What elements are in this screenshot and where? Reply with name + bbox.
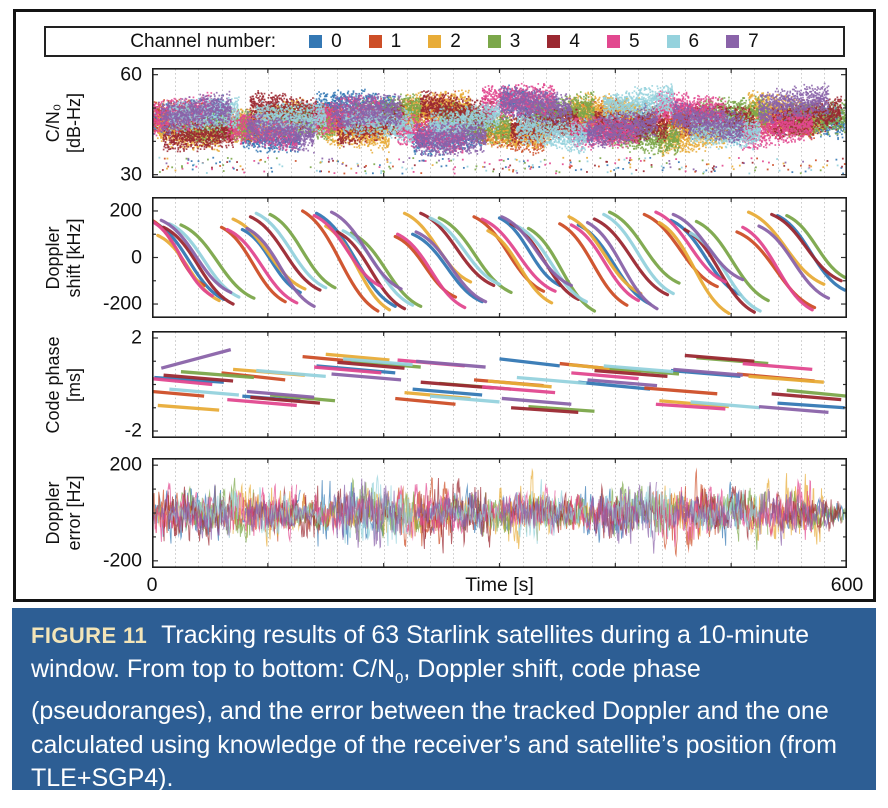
subplot-doppler-shift: Doppler shift [kHz] 200 0 -200	[16, 197, 873, 318]
y-tick-label: 200	[109, 199, 142, 222]
y-tick-label: 2	[131, 326, 142, 349]
caption-text: , Doppler shift, code phase (pseudorange…	[31, 654, 838, 793]
x-tick-label-max: 600	[830, 574, 864, 596]
x-tick-label-min: 0	[146, 574, 158, 596]
channel-7-swatch-icon	[726, 35, 740, 48]
code-phase-plot-canvas	[152, 331, 847, 438]
y-tick-label: 0	[131, 246, 142, 268]
channel-0-swatch-icon	[309, 35, 323, 48]
legend-item-channel-4: 4	[547, 31, 580, 53]
channel-4-swatch-icon	[547, 35, 561, 48]
channel-1-swatch-icon	[368, 35, 382, 48]
code-phase-y-ticks: 2 -2	[76, 327, 146, 442]
figure-caption: FIGURE 11 Tracking results of 63 Starlink…	[12, 608, 876, 793]
y-tick-label: 200	[109, 453, 142, 476]
legend-item-channel-3: 3	[487, 30, 521, 53]
legend-label: 1	[390, 30, 402, 52]
y-tick-label: -200	[102, 549, 142, 572]
doppler-error-y-ticks: 200 -200	[76, 454, 146, 572]
doppler-shift-y-ticks: 200 0 -200	[76, 197, 146, 318]
legend-label: 4	[569, 30, 580, 52]
legend-item-channel-0: 0	[309, 31, 342, 53]
y-tick-label: -200	[102, 292, 142, 315]
legend-label: 0	[331, 30, 342, 52]
channel-6-swatch-icon	[666, 35, 680, 48]
legend-label: 2	[450, 30, 461, 52]
legend-item-channel-6: 6	[666, 30, 700, 53]
y-tick-label: 60	[120, 63, 142, 86]
legend-item-channel-2: 2	[428, 31, 461, 53]
caption-text: Tracking results of 63 Starlink satellit…	[31, 621, 810, 683]
legend-label: 6	[688, 30, 700, 52]
y-tick-label: 30	[120, 163, 142, 186]
legend-box: Channel number: 0 1 2 3 4 5 6 7	[44, 26, 845, 57]
legend-label: 5	[628, 30, 640, 52]
x-axis: 0 Time [s] 600	[147, 574, 864, 600]
doppler-shift-plot-canvas	[152, 197, 847, 318]
channel-5-swatch-icon	[606, 35, 620, 48]
subplot-doppler-error: Doppler error [Hz] 200 -200	[16, 454, 873, 572]
legend-label: 7	[748, 30, 759, 52]
cn0-y-ticks: 60 30	[76, 63, 146, 185]
figure-plot-frame: Channel number: 0 1 2 3 4 5 6 7 C/N₀ [dB…	[13, 9, 876, 602]
caption-subscript: 0	[395, 669, 404, 687]
legend-item-channel-1: 1	[368, 30, 402, 53]
legend-title: Channel number:	[130, 30, 277, 52]
y-tick-label: -2	[124, 419, 142, 442]
channel-2-swatch-icon	[428, 35, 442, 48]
x-axis-title: Time [s]	[465, 574, 534, 596]
legend-item-channel-7: 7	[726, 31, 759, 53]
subplot-code-phase: Code phase [ms] 2 -2	[16, 327, 873, 442]
subplot-cn0: C/N₀ [dB-Hz] 60 30	[16, 63, 873, 185]
doppler-error-plot-canvas	[152, 458, 847, 568]
channel-3-swatch-icon	[487, 35, 501, 48]
figure-number-tag: FIGURE 11	[31, 623, 148, 648]
cn0-plot-canvas	[152, 68, 847, 178]
legend-item-channel-5: 5	[606, 30, 640, 53]
legend-label: 3	[509, 30, 521, 52]
